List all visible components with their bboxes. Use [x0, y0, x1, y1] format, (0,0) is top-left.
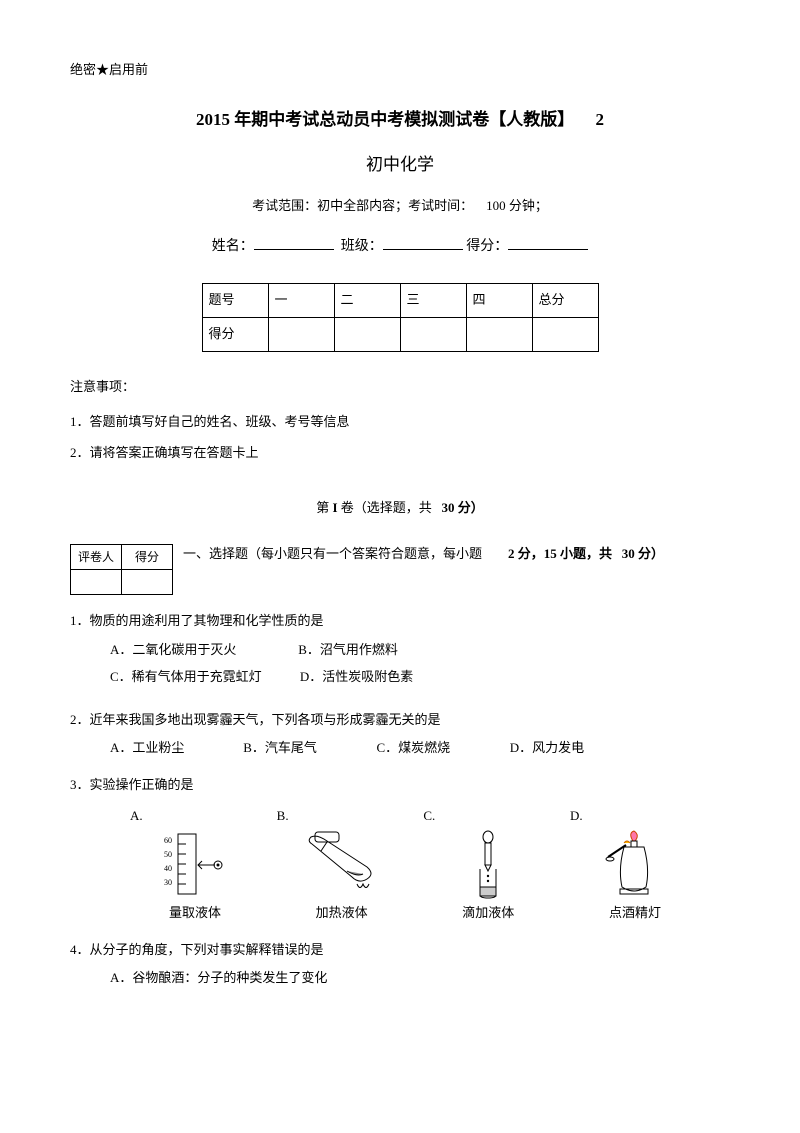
part1-prefix: 第 [316, 500, 329, 515]
q3-label-b: B. [277, 806, 407, 827]
th-2: 二 [334, 284, 400, 318]
grader-col1: 评卷人 [71, 545, 122, 570]
scope-time: 100 分钟； [486, 198, 548, 213]
q3-cap-d: 点酒精灯 [570, 903, 700, 924]
svg-text:40: 40 [164, 864, 172, 873]
th-num: 题号 [202, 284, 268, 318]
q3-label-a: A. [130, 806, 260, 827]
part1-heading: 第 I 卷（选择题，共 30 分） [70, 498, 730, 519]
q2-opt-d: D．风力发电 [510, 738, 620, 759]
q3-fig-b: B. 加热液体 [277, 806, 407, 924]
exam-scope: 考试范围：初中全部内容；考试时间： 100 分钟； [70, 196, 730, 217]
choice-desc-c: 30 分） [622, 546, 664, 561]
cylinder-icon: 60 50 40 30 [160, 829, 230, 899]
svg-text:60: 60 [164, 836, 172, 845]
dropper-icon [458, 829, 518, 899]
cell[interactable] [268, 318, 334, 352]
q1-opt-c: C．稀有气体用于充霓虹灯 [110, 667, 262, 688]
q2-opt-a: A．工业粉尘 [110, 738, 220, 759]
subject-subtitle: 初中化学 [70, 151, 730, 178]
student-info-line: 姓名： 班级： 得分： [70, 235, 730, 258]
q3-label-c: C. [423, 806, 553, 827]
q4-stem: 4．从分子的角度，下列对事实解释错误的是 [70, 940, 730, 961]
q2-opt-b: B．汽车尾气 [243, 738, 353, 759]
th-total: 总分 [532, 284, 598, 318]
table-row: 题号 一 二 三 四 总分 [202, 284, 598, 318]
grader-table: 评卷人 得分 [70, 544, 173, 595]
q1-opt-b: B．沼气用作燃料 [298, 640, 448, 661]
scope-prefix: 考试范围：初中全部内容；考试时间： [252, 198, 473, 213]
th-3: 三 [400, 284, 466, 318]
q3-fig-c: C. 滴加液体 [423, 806, 553, 924]
alcohol-lamp-icon [600, 829, 670, 899]
table-row: 评卷人 得分 [71, 545, 173, 570]
q3-cap-c: 滴加液体 [423, 903, 553, 924]
q1-opt-d: D．活性炭吸附色素 [300, 667, 450, 688]
question-4: 4．从分子的角度，下列对事实解释错误的是 A．谷物酿酒：分子的种类发生了变化 [70, 940, 730, 996]
choice-desc-a: 一、选择题（每小题只有一个答案符合题意，每小题 [183, 546, 482, 561]
part1-mid: 卷（选择题，共 [341, 500, 432, 515]
q3-fig-d: D. 点酒精灯 [570, 806, 700, 924]
svg-text:30: 30 [164, 878, 172, 887]
row-label: 得分 [202, 318, 268, 352]
q3-fig-a: A. 60 50 40 30 量取液体 [130, 806, 260, 924]
q3-cap-a: 量取液体 [130, 903, 260, 924]
score-blank[interactable] [508, 235, 588, 250]
question-1: 1．物质的用途利用了其物理和化学性质的是 A．二氧化碳用于灭火 B．沼气用作燃料… [70, 611, 730, 693]
q3-label-d: D. [570, 806, 700, 827]
q1-stem: 1．物质的用途利用了其物理和化学性质的是 [70, 611, 730, 632]
q3-stem: 3．实验操作正确的是 [70, 775, 730, 796]
q3-cap-b: 加热液体 [277, 903, 407, 924]
cell[interactable] [532, 318, 598, 352]
notice-title: 注意事项： [70, 377, 730, 398]
notice-item-1: 1．答题前填写好自己的姓名、班级、考号等信息 [70, 412, 730, 433]
choice-desc-b: 2 分，15 小题，共 [508, 546, 612, 561]
table-row [71, 570, 173, 595]
heating-tube-icon [297, 829, 387, 899]
title-row: 2015 年期中考试总动员中考模拟测试卷【人教版】 2 [70, 106, 730, 133]
score-label: 得分： [466, 239, 508, 254]
confidential-label: 绝密★启用前 [70, 60, 730, 81]
q3-figures: A. 60 50 40 30 量取液体 B. [130, 806, 700, 924]
score-table: 题号 一 二 三 四 总分 得分 [202, 283, 599, 352]
part1-roman: I [332, 500, 337, 515]
th-1: 一 [268, 284, 334, 318]
main-title: 2015 年期中考试总动员中考模拟测试卷【人教版】 [196, 110, 574, 129]
cell[interactable] [400, 318, 466, 352]
table-row: 得分 [202, 318, 598, 352]
cell[interactable] [334, 318, 400, 352]
q2-opt-c: C．煤炭燃烧 [377, 738, 487, 759]
class-label: 班级： [341, 239, 383, 254]
svg-text:50: 50 [164, 850, 172, 859]
grader-col2: 得分 [122, 545, 173, 570]
cell[interactable] [466, 318, 532, 352]
th-4: 四 [466, 284, 532, 318]
q2-stem: 2．近年来我国多地出现雾霾天气，下列各项与形成雾霾无关的是 [70, 710, 730, 731]
question-2: 2．近年来我国多地出现雾霾天气，下列各项与形成雾霾无关的是 A．工业粉尘 B．汽… [70, 710, 730, 760]
grader-cell[interactable] [122, 570, 173, 595]
notice-item-2: 2．请将答案正确填写在答题卡上 [70, 443, 730, 464]
part1-points: 30 分） [442, 500, 484, 515]
name-blank[interactable] [254, 235, 334, 250]
title-number: 2 [596, 106, 605, 133]
question-3: 3．实验操作正确的是 A. 60 50 40 30 量取液体 [70, 775, 730, 923]
grader-cell[interactable] [71, 570, 122, 595]
class-blank[interactable] [383, 235, 463, 250]
q4-opt-a: A．谷物酿酒：分子的种类发生了变化 [110, 968, 327, 989]
q1-opt-a: A．二氧化碳用于灭火 [110, 640, 260, 661]
name-label: 姓名： [212, 239, 254, 254]
